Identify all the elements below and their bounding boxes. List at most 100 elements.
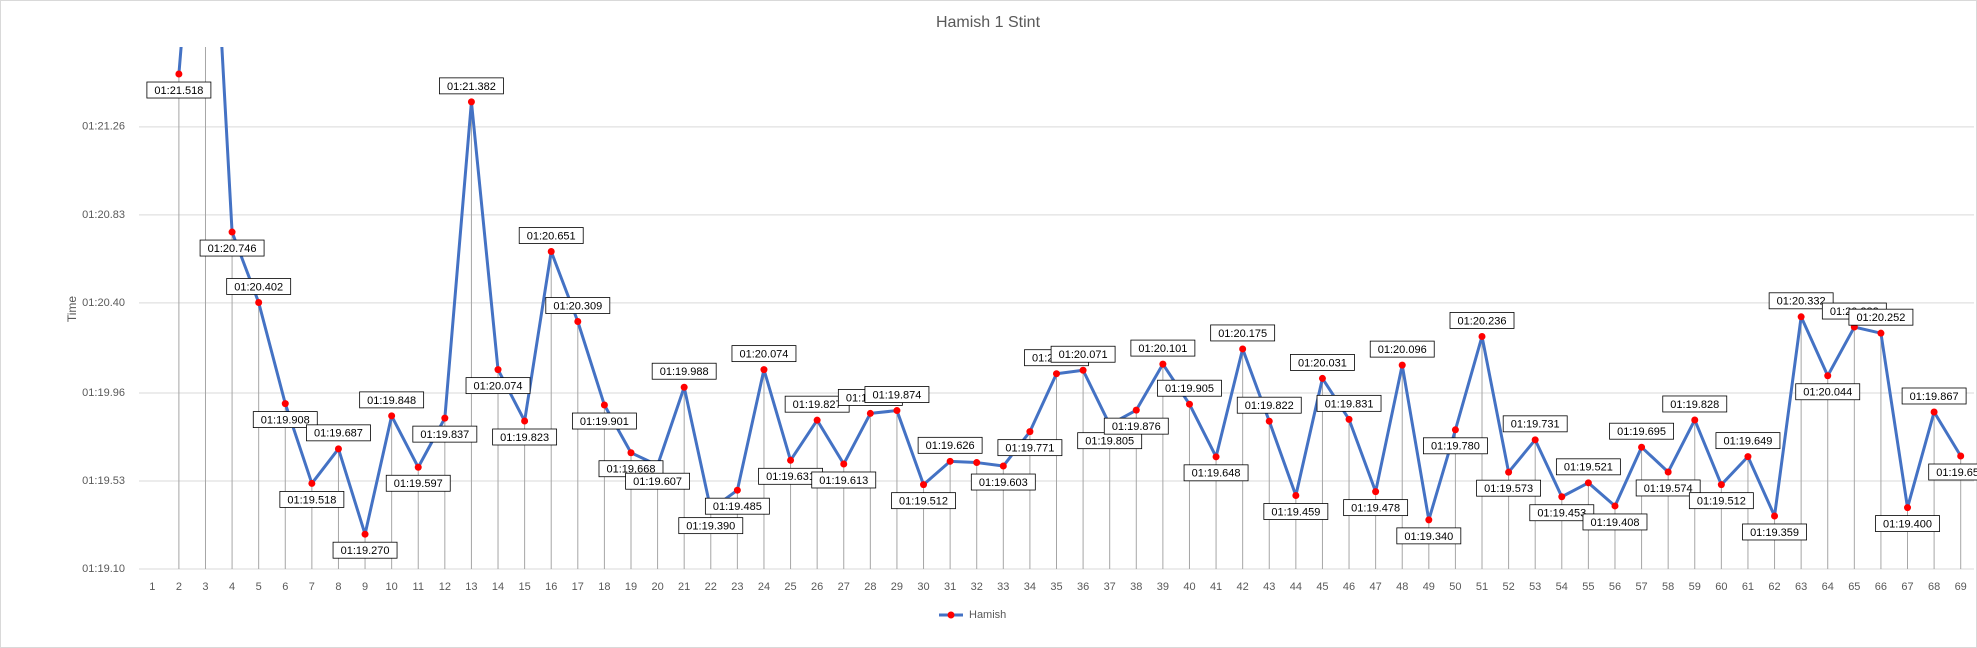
data-label-box: [1449, 312, 1515, 329]
data-label-group: 01:20.074: [731, 345, 797, 363]
data-label: 01:19.771: [1005, 443, 1054, 455]
data-label-group: 01:20.101: [1130, 339, 1196, 357]
x-tick-label: 50: [1449, 581, 1461, 593]
data-label-group: 01:19.874: [864, 386, 930, 403]
data-label-box: [970, 473, 1036, 491]
marker: [1318, 374, 1326, 382]
y-tick-label: 01:19.96: [82, 387, 125, 399]
data-label-group: 01:19.512: [1688, 492, 1754, 510]
marker: [1425, 516, 1433, 524]
data-label-group: 01:20.044: [1795, 383, 1861, 401]
data-label-box: [359, 391, 425, 409]
x-tick-label: 47: [1370, 581, 1382, 593]
data-label: 01:19.668: [607, 464, 656, 476]
marker: [1505, 468, 1513, 476]
x-tick-label: 6: [282, 581, 288, 593]
marker: [1478, 332, 1486, 340]
data-label: 01:19.270: [341, 545, 390, 557]
data-label-box: [1875, 515, 1940, 532]
x-tick-label: 43: [1263, 581, 1275, 593]
data-label-box: [625, 472, 690, 490]
x-tick-label: 9: [362, 581, 368, 593]
data-label-box: [1635, 479, 1701, 497]
marker: [840, 460, 848, 468]
data-label-group: 01:19.631: [758, 467, 823, 485]
data-label: 01:20.096: [1378, 344, 1427, 356]
x-tick-label: 28: [864, 581, 876, 593]
legend-marker: [947, 611, 955, 619]
data-label: 01:20.101: [1138, 343, 1187, 355]
data-label-group: 01:21.518: [146, 81, 212, 99]
x-tick-label: 59: [1689, 581, 1701, 593]
data-label-box: [518, 227, 584, 244]
x-tick-label: 35: [1050, 581, 1062, 593]
data-label-box: [1529, 504, 1595, 522]
data-label-group: 01:19.459: [1263, 503, 1329, 520]
marker: [1292, 492, 1300, 500]
data-label: 01:19.359: [1750, 527, 1799, 539]
marker: [1691, 416, 1699, 424]
x-tick-label: 66: [1875, 581, 1887, 593]
x-tick-label: 40: [1183, 581, 1195, 593]
x-tick-label: 13: [465, 581, 477, 593]
marker: [1611, 502, 1619, 510]
data-label-group: 01:19.478: [1343, 499, 1409, 517]
marker: [866, 409, 874, 417]
data-label: 01:19.631: [766, 471, 815, 483]
marker: [1717, 481, 1725, 489]
marker: [1531, 436, 1539, 444]
x-tick-label: 58: [1662, 581, 1674, 593]
data-label-group: 01:19.573: [1476, 479, 1542, 497]
data-label-box: [465, 377, 531, 395]
data-label-group: 01:20.074: [465, 377, 531, 395]
data-label-box: [1476, 479, 1542, 497]
data-label-group: 01:20.252: [1848, 308, 1914, 326]
data-label-box: [1662, 395, 1728, 413]
data-label-box: [1768, 292, 1834, 310]
data-label-box: [1290, 354, 1355, 371]
data-label-group: 01:19.649: [1715, 432, 1781, 450]
data-label-group: 01:19.837: [412, 425, 478, 443]
data-label: 01:19.848: [367, 395, 416, 407]
data-label: 01:19.518: [287, 494, 336, 506]
data-label-group: 01:20.332: [1768, 292, 1834, 310]
data-label-group: 01:20.096: [1369, 340, 1435, 358]
x-tick-label: 45: [1316, 581, 1328, 593]
x-tick-label: 67: [1901, 581, 1913, 593]
x-tick-label: 18: [598, 581, 610, 593]
data-label-group: 01:21.382: [439, 77, 504, 95]
x-tick-label: 39: [1157, 581, 1169, 593]
y-tick-label: 01:19.10: [82, 563, 125, 575]
data-label-box: [1715, 432, 1781, 450]
marker: [1239, 345, 1247, 353]
data-label: 01:19.607: [633, 476, 682, 488]
data-label: 01:19.603: [979, 477, 1028, 489]
marker: [1771, 512, 1779, 520]
marker: [1132, 406, 1140, 414]
data-label: 01:20.402: [234, 281, 283, 293]
data-label-group: 01:19.901: [571, 412, 637, 430]
data-label: 01:19.512: [1697, 496, 1746, 508]
data-label-group: 01:19.988: [651, 362, 717, 380]
data-label-group: 01:19.603: [970, 473, 1036, 491]
data-label-box: [545, 297, 611, 314]
data-label: 01:19.626: [926, 440, 975, 452]
x-tick-label: 54: [1556, 581, 1568, 593]
x-tick-label: 34: [1024, 581, 1036, 593]
marker: [388, 412, 396, 420]
data-label: 01:20.252: [1856, 312, 1905, 324]
data-label-group: 01:19.574: [1635, 479, 1701, 497]
data-label: 01:19.573: [1484, 483, 1533, 495]
x-tick-label: 65: [1848, 581, 1860, 593]
marker: [308, 479, 316, 487]
y-tick-label: 01:21.26: [82, 121, 125, 133]
data-label-group: 01:20.236: [1449, 312, 1515, 329]
x-tick-label: 5: [256, 581, 262, 593]
marker: [787, 456, 795, 464]
x-tick-label: 49: [1423, 581, 1435, 593]
data-label-box: [1210, 324, 1276, 342]
data-label-group: 01:19.687: [306, 424, 371, 442]
x-tick-label: 3: [202, 581, 208, 593]
